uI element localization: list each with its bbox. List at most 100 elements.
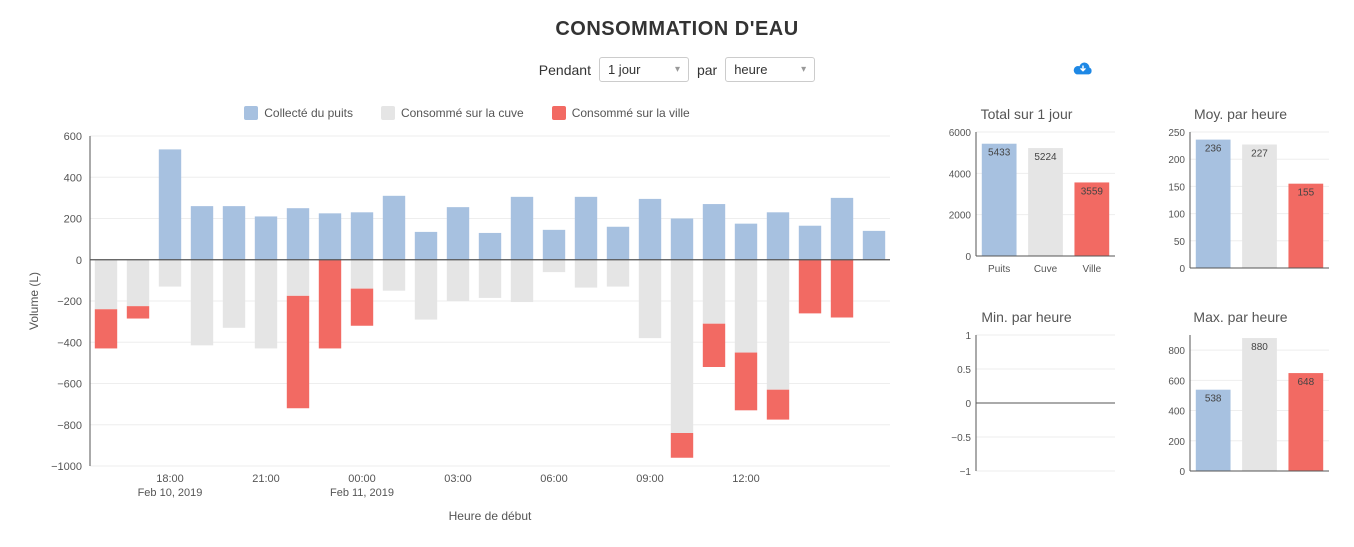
bar-ville[interactable] <box>735 353 757 411</box>
bar-cuve[interactable] <box>479 260 501 298</box>
bar-puits[interactable] <box>735 224 757 260</box>
mini-y-tick: 4000 <box>949 169 972 180</box>
mini-y-tick: 0 <box>965 399 971 410</box>
bar-puits[interactable] <box>255 216 277 259</box>
x-tick-label: 00:00 <box>348 473 376 485</box>
bar-cuve[interactable] <box>671 260 693 433</box>
bar-ville[interactable] <box>671 433 693 458</box>
mini-bar[interactable] <box>1028 148 1063 256</box>
bar-cuve[interactable] <box>575 260 597 288</box>
bar-ville[interactable] <box>703 324 725 367</box>
mini-bar-label: 155 <box>1297 188 1314 199</box>
bar-cuve[interactable] <box>127 260 149 306</box>
bar-ville[interactable] <box>351 289 373 326</box>
bar-cuve[interactable] <box>415 260 437 320</box>
bar-cuve[interactable] <box>543 260 565 272</box>
mini-bar[interactable] <box>1196 140 1231 268</box>
y-axis-label: Volume (L) <box>27 272 41 330</box>
mini-y-tick: 150 <box>1168 182 1185 193</box>
x-tick-label: 06:00 <box>540 473 568 485</box>
bar-puits[interactable] <box>383 196 405 260</box>
bar-puits[interactable] <box>223 206 245 260</box>
bar-puits[interactable] <box>351 212 373 259</box>
bar-puits[interactable] <box>639 199 661 260</box>
bar-cuve[interactable] <box>95 260 117 310</box>
bar-cuve[interactable] <box>255 260 277 349</box>
mini-x-label: Ville <box>1082 264 1101 275</box>
bar-ville[interactable] <box>799 260 821 314</box>
mini-y-tick: 6000 <box>949 128 972 139</box>
mini-bar-label: 5433 <box>988 148 1011 159</box>
bar-puits[interactable] <box>767 212 789 259</box>
bar-puits[interactable] <box>863 231 885 260</box>
bar-cuve[interactable] <box>287 260 309 296</box>
bar-ville[interactable] <box>95 309 117 348</box>
bar-puits[interactable] <box>191 206 213 260</box>
mini-bar[interactable] <box>1242 338 1277 471</box>
bar-cuve[interactable] <box>511 260 533 302</box>
bar-puits[interactable] <box>511 197 533 260</box>
legend-label: Consommé sur la ville <box>572 106 690 120</box>
pendant-select[interactable]: 1 jour ▾ <box>599 57 689 82</box>
y-tick-label: −200 <box>57 296 82 308</box>
mini-chart-moy: Moy. par heure050100150200250236227155 <box>1148 106 1333 281</box>
pendant-value: 1 jour <box>608 62 641 77</box>
bar-ville[interactable] <box>767 390 789 420</box>
legend-item[interactable]: Consommé sur la cuve <box>381 106 524 120</box>
bar-cuve[interactable] <box>383 260 405 291</box>
bar-puits[interactable] <box>671 219 693 260</box>
bar-puits[interactable] <box>831 198 853 260</box>
bar-puits[interactable] <box>799 226 821 260</box>
y-tick-label: −600 <box>57 379 82 391</box>
x-tick-label: 21:00 <box>252 473 280 485</box>
mini-y-tick: 0 <box>1179 264 1185 275</box>
bar-ville[interactable] <box>287 296 309 408</box>
x-tick-label: 18:00 <box>156 473 184 485</box>
x-subtitle: Feb 10, 2019 <box>138 487 203 499</box>
dashboard: Collecté du puits Consommé sur la cuve Con… <box>20 106 1334 526</box>
mini-y-tick: 200 <box>1168 437 1185 448</box>
bar-cuve[interactable] <box>607 260 629 287</box>
mini-bar[interactable] <box>1242 145 1277 268</box>
bar-cuve[interactable] <box>767 260 789 390</box>
bar-puits[interactable] <box>319 213 341 259</box>
bar-cuve[interactable] <box>703 260 725 324</box>
main-chart-panel: Collecté du puits Consommé sur la cuve Con… <box>20 106 914 526</box>
legend-item[interactable]: Collecté du puits <box>244 106 353 120</box>
bar-cuve[interactable] <box>735 260 757 353</box>
bar-puits[interactable] <box>543 230 565 260</box>
mini-bar[interactable] <box>982 144 1017 256</box>
bar-puits[interactable] <box>159 149 181 259</box>
bar-ville[interactable] <box>127 306 149 318</box>
mini-bar-label: 3559 <box>1081 186 1104 197</box>
bar-ville[interactable] <box>831 260 853 318</box>
bar-puits[interactable] <box>287 208 309 260</box>
bar-ville[interactable] <box>319 260 341 349</box>
bar-puits[interactable] <box>447 207 469 260</box>
legend-swatch <box>244 106 258 120</box>
x-tick-label: 09:00 <box>636 473 664 485</box>
mini-chart-svg: 050100150200250236227155 <box>1148 126 1333 276</box>
bar-cuve[interactable] <box>159 260 181 287</box>
mini-bar-label: 5224 <box>1034 152 1057 163</box>
bar-cuve[interactable] <box>351 260 373 289</box>
mini-chart-title: Total sur 1 jour <box>934 106 1119 122</box>
bar-puits[interactable] <box>607 227 629 260</box>
bar-puits[interactable] <box>703 204 725 260</box>
bar-cuve[interactable] <box>191 260 213 346</box>
bar-cuve[interactable] <box>223 260 245 328</box>
bar-cuve[interactable] <box>639 260 661 338</box>
bar-puits[interactable] <box>479 233 501 260</box>
y-tick-label: 200 <box>64 214 82 226</box>
download-cloud-button[interactable] <box>1072 59 1094 80</box>
mini-y-tick: 0 <box>1179 467 1185 478</box>
legend-swatch <box>552 106 566 120</box>
bar-puits[interactable] <box>415 232 437 260</box>
bar-cuve[interactable] <box>447 260 469 301</box>
page-title: CONSOMMATION D'EAU <box>20 18 1334 41</box>
bar-puits[interactable] <box>575 197 597 260</box>
legend-item[interactable]: Consommé sur la ville <box>552 106 690 120</box>
mini-chart-min: Min. par heure−1−0.500.51 <box>934 309 1119 484</box>
par-select[interactable]: heure ▾ <box>725 57 815 82</box>
x-tick-label: 03:00 <box>444 473 472 485</box>
